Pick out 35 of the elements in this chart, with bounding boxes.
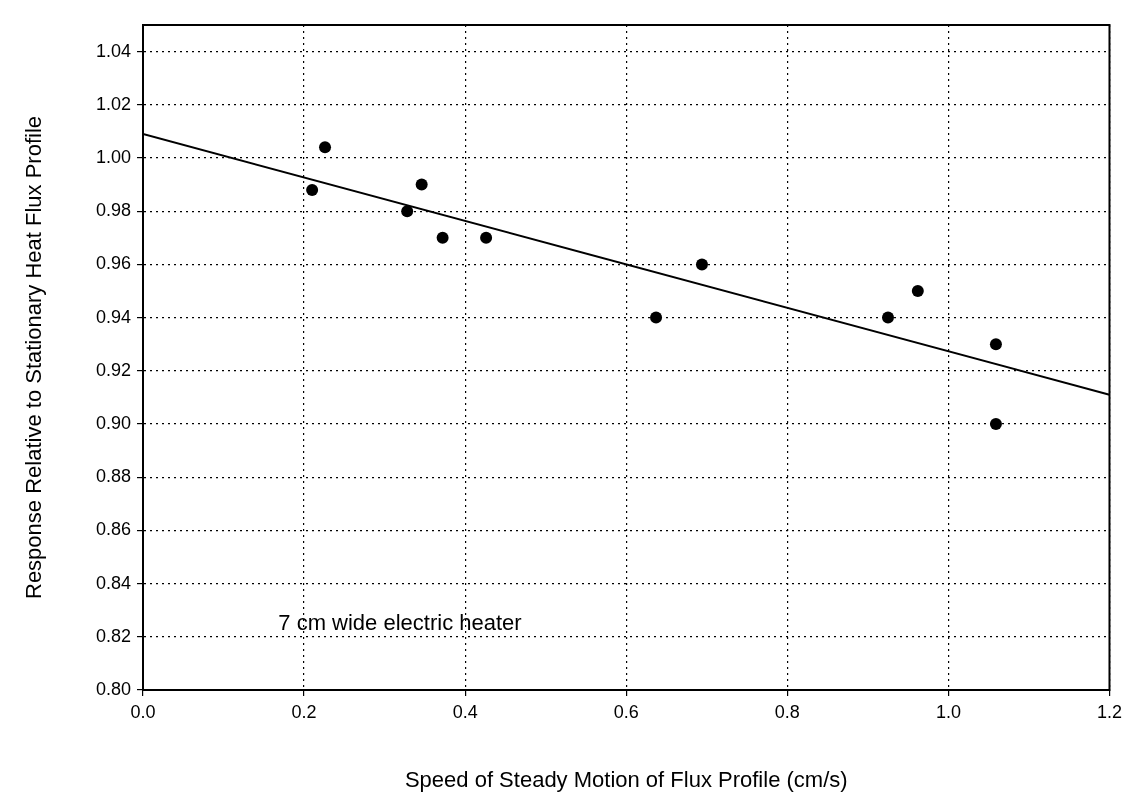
y-axis-title: Response Relative to Stationary Heat Flux Profile	[21, 115, 47, 600]
x-tick-label: 0.4	[452, 701, 478, 722]
x-tick-label: 1.2	[1096, 701, 1122, 722]
y-tick-label: 0.98	[95, 200, 131, 221]
x-tick-label: 0.6	[613, 701, 639, 722]
y-tick-label: 0.96	[95, 253, 131, 274]
y-tick-label: 0.82	[95, 625, 131, 646]
point	[319, 141, 332, 154]
point	[436, 231, 449, 244]
point	[989, 418, 1002, 430]
point	[695, 258, 708, 271]
y-tick-label: 1.00	[95, 146, 131, 167]
y-tick-label: 0.80	[95, 678, 131, 699]
x-tick-label: 0.8	[774, 701, 800, 722]
annotation: 7 cm wide electric heater	[278, 609, 522, 635]
x-axis-title: Speed of Steady Motion of Flux Profile (cm/s)	[404, 766, 848, 792]
y-tick-label: 0.94	[95, 306, 131, 327]
y-tick-label: 0.86	[95, 519, 131, 540]
point	[306, 183, 319, 196]
y-tick-label: 0.84	[95, 572, 131, 593]
y-tick-label: 0.92	[95, 359, 131, 380]
point	[415, 178, 428, 191]
point	[401, 205, 414, 218]
y-tick-label: 0.90	[95, 412, 131, 433]
y-tick-label: 1.02	[95, 93, 131, 114]
point	[911, 285, 924, 297]
x-tick-label: 0.2	[291, 701, 317, 722]
y-tick-label: 1.04	[95, 40, 131, 61]
point	[480, 231, 493, 244]
x-tick-label: 1.0	[935, 701, 961, 722]
y-tick-label: 0.88	[95, 466, 131, 487]
point	[882, 311, 894, 324]
point	[989, 338, 1002, 351]
point	[650, 311, 663, 324]
x-tick-label: 0.0	[130, 701, 156, 722]
